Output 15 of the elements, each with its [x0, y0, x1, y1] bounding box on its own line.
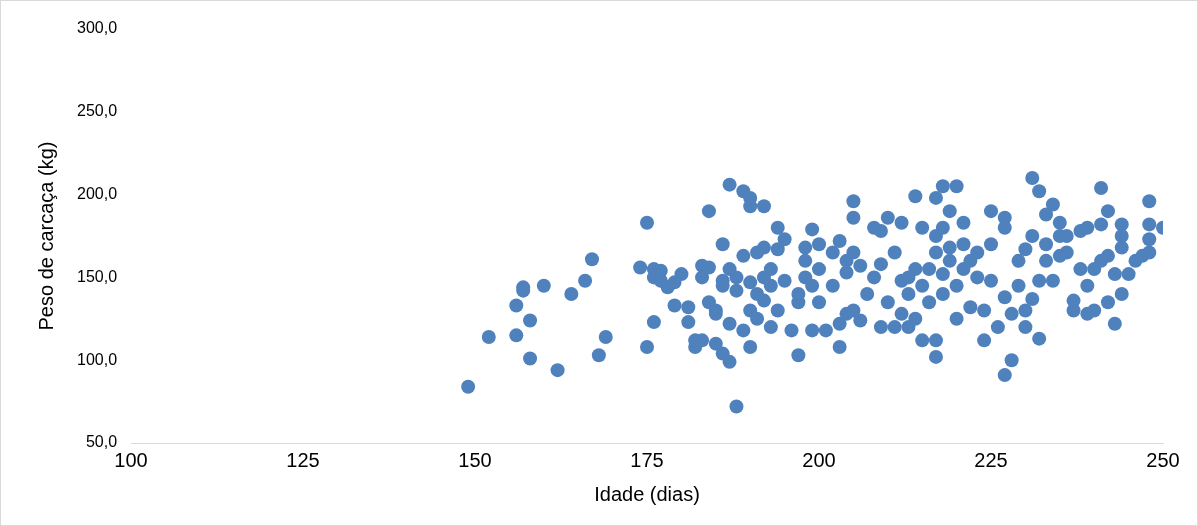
y-tick-label: 200,0	[76, 185, 118, 203]
y-tick-label: 150,0	[76, 267, 118, 285]
x-tick-label: 125	[286, 448, 320, 471]
y-tick-label: 300,0	[76, 19, 118, 37]
x-tick-label: 250	[1146, 448, 1180, 471]
x-tick-label: 175	[630, 448, 664, 471]
y-tick-label: 250,0	[76, 102, 118, 120]
x-tick-label: 150	[458, 448, 492, 471]
x-tick-label: 225	[974, 448, 1008, 471]
x-tick-label: 100	[114, 448, 148, 471]
x-tick-label: 200	[802, 448, 836, 471]
y-axis-title: Peso de carcaça (kg)	[34, 141, 57, 331]
y-tick-label: 100,0	[76, 350, 118, 368]
y-tick-label: 50,0	[85, 433, 118, 451]
x-axis-title: Idade (dias)	[594, 482, 700, 505]
